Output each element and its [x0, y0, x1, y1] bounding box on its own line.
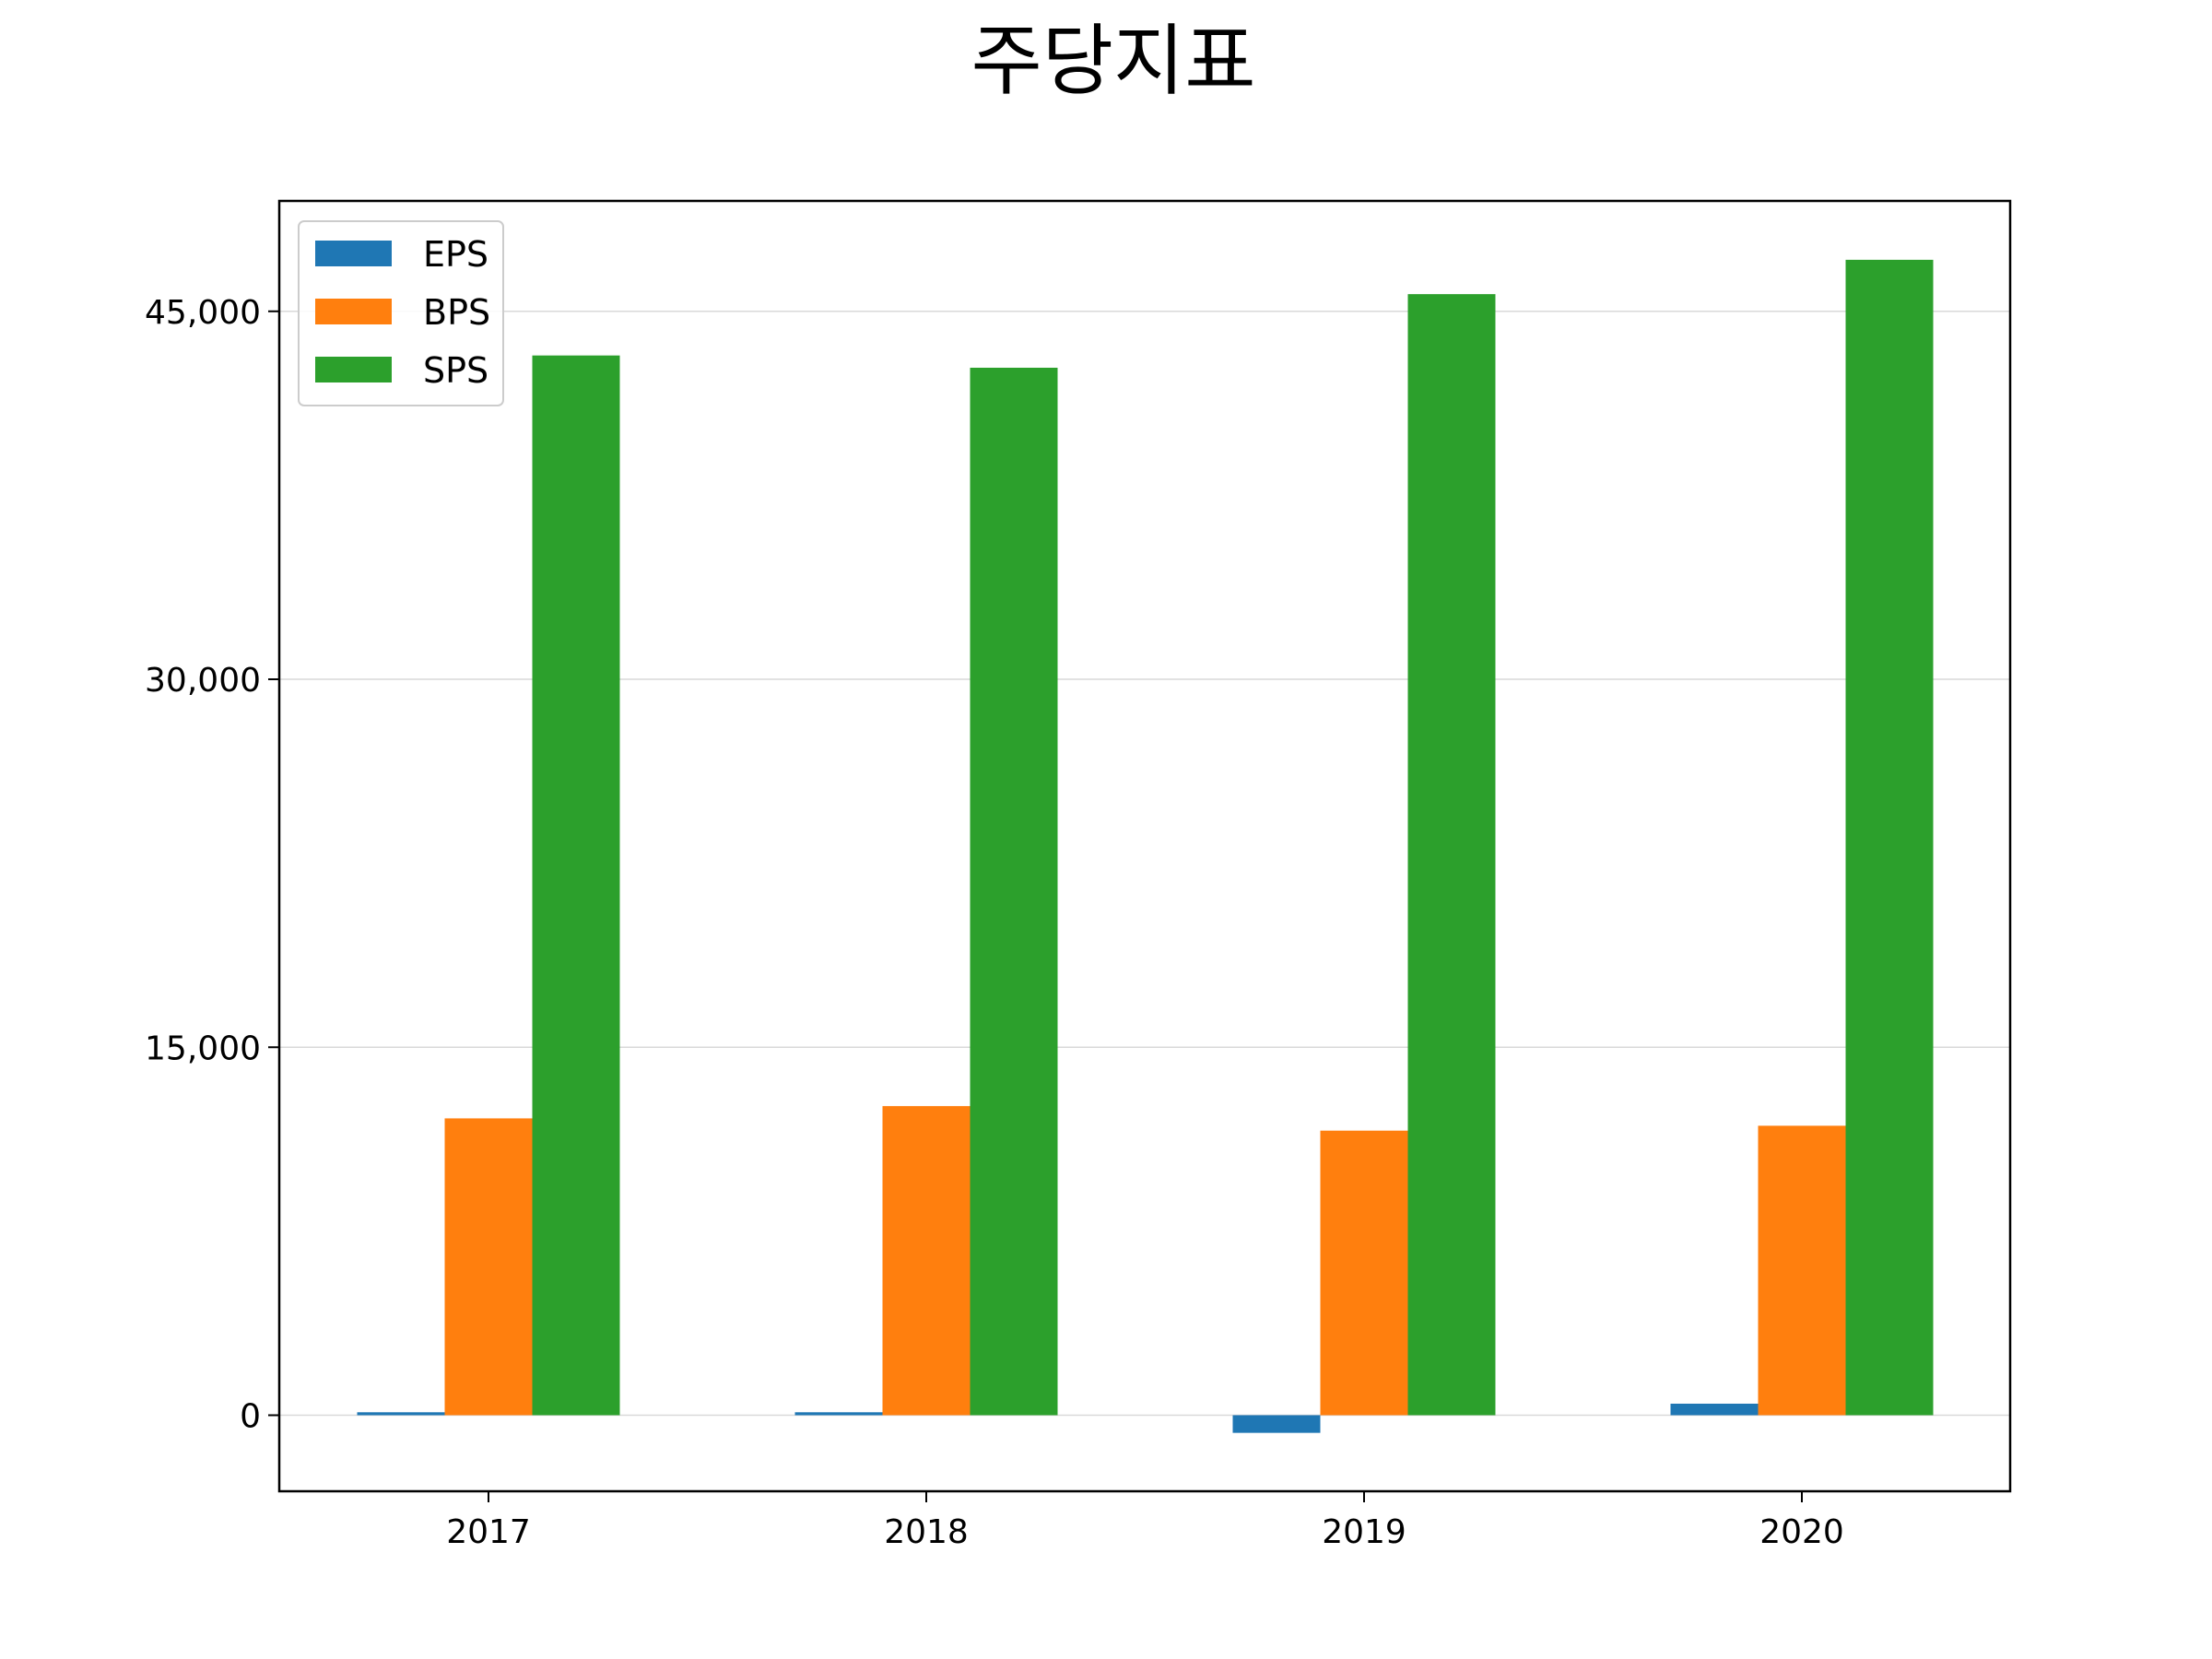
bar-eps-2019	[1232, 1415, 1321, 1433]
bar-sps-2019	[1407, 294, 1496, 1416]
plot-frame	[277, 199, 2012, 1493]
bar-bps-2020	[1758, 1125, 1846, 1416]
bar-sps-2017	[532, 355, 620, 1416]
bar-eps-2018	[794, 1412, 883, 1416]
bar-sps-2018	[970, 367, 1058, 1416]
y-tick-label: 45,000	[145, 294, 261, 332]
x-tick-label: 2019	[1322, 1513, 1406, 1551]
legend-label-bps: BPS	[423, 292, 490, 333]
x-tick-label: 2017	[446, 1513, 531, 1551]
chart-title: 주당지표	[971, 16, 1255, 106]
y-tick-label: 15,000	[145, 1030, 261, 1067]
x-tick-label: 2018	[884, 1513, 969, 1551]
y-tick-label: 30,000	[145, 662, 261, 700]
legend-label-sps: SPS	[423, 350, 488, 391]
x-axis: 2017 2018 2019 2020	[446, 1491, 1844, 1551]
bar-eps-2017	[357, 1412, 445, 1416]
bar-bps-2018	[882, 1106, 971, 1416]
legend-swatch-bps	[315, 299, 392, 324]
bar-eps-2020	[1670, 1403, 1759, 1416]
legend-label-eps: EPS	[423, 234, 488, 275]
bar-bps-2017	[444, 1118, 533, 1416]
legend: EPS BPS SPS	[298, 220, 504, 406]
bar-sps-2020	[1845, 259, 1934, 1416]
bar-bps-2019	[1320, 1130, 1408, 1416]
legend-swatch-sps	[315, 357, 392, 382]
legend-swatch-eps	[315, 241, 392, 266]
bars	[357, 259, 1934, 1433]
y-axis: 0 15,000 30,000 45,000	[145, 294, 279, 1435]
y-tick-label: 0	[240, 1397, 261, 1435]
x-tick-label: 2020	[1759, 1513, 1844, 1551]
